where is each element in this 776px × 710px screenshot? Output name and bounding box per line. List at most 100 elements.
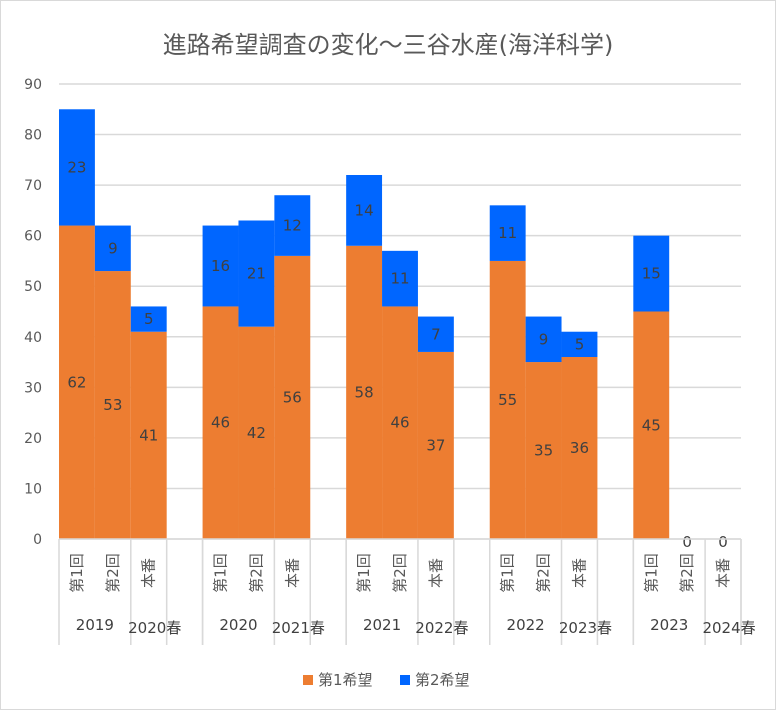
bar-first-choice — [274, 255, 311, 539]
bar-first-choice — [59, 225, 95, 540]
bar-second-choice — [561, 331, 598, 357]
x-group-label-spring: 2023春 — [559, 619, 612, 637]
x-group-label-spring: 2022春 — [415, 619, 468, 637]
y-tick-label: 70 — [24, 178, 42, 194]
bar-second-choice — [417, 316, 454, 352]
data-label: 56 — [283, 388, 302, 406]
data-label: 11 — [390, 270, 409, 288]
x-category-label: 第2回 — [247, 553, 265, 593]
bar-first-choice — [202, 306, 239, 539]
legend-swatch-second-choice — [400, 675, 410, 685]
bar-second-choice — [94, 225, 131, 272]
bar-first-choice — [346, 245, 383, 539]
x-category-label: 本番 — [714, 558, 732, 588]
bar-first-choice — [130, 331, 167, 539]
x-category-label: 本番 — [140, 558, 158, 588]
data-label: 9 — [108, 239, 118, 257]
data-label: 11 — [498, 224, 517, 242]
data-label: 37 — [426, 436, 445, 454]
data-label: 62 — [67, 373, 86, 391]
y-tick-label: 0 — [33, 532, 42, 548]
data-label: 14 — [355, 201, 374, 219]
x-category-label: 第2回 — [104, 553, 122, 593]
bar-second-choice — [274, 195, 311, 256]
data-label: 46 — [390, 414, 409, 432]
bars — [59, 109, 670, 540]
data-label: 55 — [498, 391, 517, 409]
bar-second-choice — [130, 306, 167, 332]
x-group-label-spring: 2021春 — [272, 619, 325, 637]
data-label: 45 — [642, 416, 661, 434]
data-label: 16 — [211, 257, 230, 275]
y-axis: 0 10 20 30 40 50 60 70 80 90 — [24, 77, 42, 548]
x-group-label-year: 2021 — [363, 616, 401, 634]
y-tick-label: 90 — [24, 77, 42, 93]
y-tick-label: 30 — [24, 380, 42, 396]
bar-first-choice — [238, 326, 275, 539]
x-group-label-spring: 2024春 — [702, 619, 755, 637]
bar-second-choice — [382, 250, 418, 307]
data-label: 23 — [67, 158, 86, 176]
data-label: 0 — [718, 533, 728, 551]
x-category-label: 第2回 — [535, 553, 553, 593]
data-label: 42 — [247, 424, 266, 442]
data-label: 5 — [144, 310, 154, 328]
y-tick-label: 20 — [24, 431, 42, 447]
bar-first-choice — [489, 260, 526, 539]
bar-first-choice — [633, 311, 670, 539]
data-label: 35 — [534, 442, 553, 460]
legend: 第1希望 第2希望 — [303, 671, 470, 689]
data-label: 0 — [682, 533, 692, 551]
bar-first-choice — [525, 362, 562, 539]
data-label: 21 — [247, 265, 266, 283]
y-tick-label: 10 — [24, 481, 42, 497]
bar-second-choice — [346, 175, 383, 246]
bar-second-choice — [525, 316, 562, 363]
x-category-label: 第2回 — [391, 553, 409, 593]
data-label: 36 — [570, 439, 589, 457]
legend-label-first-choice: 第1希望 — [318, 671, 373, 689]
data-label: 41 — [139, 426, 158, 444]
x-category-label: 第1回 — [68, 553, 86, 593]
x-group-label-year: 2020 — [219, 616, 257, 634]
y-tick-label: 60 — [24, 229, 42, 245]
data-labels: 62 23 53 9 41 5 46 16 42 21 56 12 58 14 46 11 37 7 55 11 35 9… — [67, 158, 727, 551]
y-tick-label: 80 — [24, 128, 42, 144]
x-group-label-year: 2022 — [507, 616, 545, 634]
data-label: 12 — [283, 217, 302, 235]
chart-title: 進路希望調査の変化～三谷水産(海洋科学) — [163, 31, 614, 59]
x-group-label-year: 2019 — [76, 616, 114, 634]
data-label: 53 — [103, 396, 122, 414]
x-group-label-year: 2023 — [650, 616, 688, 634]
bar-second-choice — [238, 220, 275, 327]
data-label: 9 — [539, 330, 549, 348]
bar-first-choice — [382, 306, 418, 539]
legend-label-second-choice: 第2希望 — [415, 671, 470, 689]
data-label: 5 — [575, 335, 585, 353]
x-category-label: 第1回 — [499, 553, 517, 593]
x-category-label: 第1回 — [212, 553, 230, 593]
y-tick-label: 50 — [24, 279, 42, 295]
bar-second-choice — [489, 205, 526, 261]
x-category-label: 本番 — [427, 558, 445, 588]
x-category-label: 第2回 — [678, 553, 696, 593]
data-label: 46 — [211, 414, 230, 432]
x-group-label-spring: 2020春 — [128, 619, 181, 637]
x-category-label: 第1回 — [642, 553, 660, 593]
bar-second-choice — [202, 225, 239, 307]
y-tick-label: 40 — [24, 330, 42, 346]
bar-first-choice — [417, 351, 454, 539]
x-category-label: 本番 — [283, 558, 301, 588]
bar-first-choice — [561, 357, 598, 539]
x-category-label: 第1回 — [355, 553, 373, 593]
data-label: 58 — [355, 383, 374, 401]
bar-second-choice — [59, 109, 95, 226]
x-category-label: 本番 — [570, 558, 588, 588]
data-label: 15 — [642, 265, 661, 283]
bar-first-choice — [94, 271, 131, 539]
bar-second-choice — [633, 235, 670, 312]
data-label: 7 — [431, 325, 441, 343]
legend-swatch-first-choice — [303, 675, 313, 685]
